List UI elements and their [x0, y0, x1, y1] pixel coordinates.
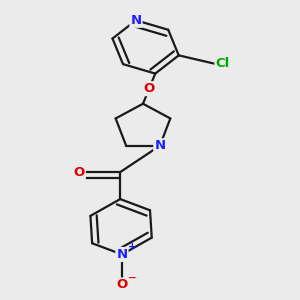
Text: O: O: [116, 278, 128, 292]
Text: O: O: [74, 166, 85, 178]
Text: N: N: [116, 248, 128, 261]
Text: N: N: [154, 139, 165, 152]
Text: O: O: [143, 82, 155, 95]
Text: N: N: [130, 14, 142, 27]
Text: +: +: [128, 242, 137, 252]
Text: −: −: [128, 273, 137, 283]
Text: Cl: Cl: [215, 57, 230, 70]
